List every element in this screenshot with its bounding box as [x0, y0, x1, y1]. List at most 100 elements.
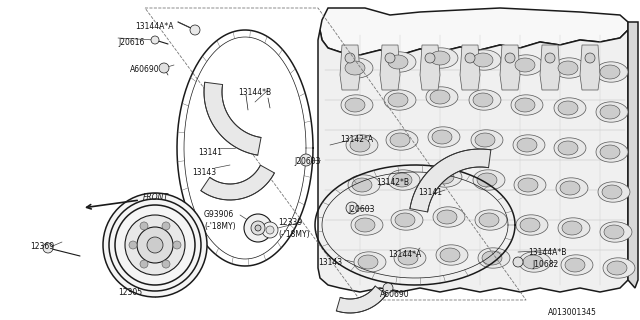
Polygon shape	[558, 61, 578, 75]
Text: J20603: J20603	[294, 157, 321, 166]
Circle shape	[162, 222, 170, 230]
Polygon shape	[475, 133, 495, 147]
Polygon shape	[558, 141, 578, 155]
Text: J20603: J20603	[348, 205, 374, 214]
Polygon shape	[554, 98, 586, 118]
Circle shape	[262, 222, 278, 238]
Text: 13142*A: 13142*A	[340, 135, 373, 144]
Polygon shape	[554, 58, 586, 78]
Polygon shape	[469, 50, 501, 70]
Polygon shape	[428, 127, 460, 147]
Circle shape	[251, 221, 265, 235]
Polygon shape	[336, 286, 387, 313]
Polygon shape	[358, 255, 378, 269]
Polygon shape	[384, 52, 416, 72]
Polygon shape	[518, 178, 538, 192]
Circle shape	[43, 243, 53, 253]
Circle shape	[383, 283, 393, 293]
Polygon shape	[520, 218, 540, 232]
Polygon shape	[433, 207, 465, 227]
Text: 12339: 12339	[278, 218, 302, 227]
Polygon shape	[340, 45, 360, 90]
Polygon shape	[384, 90, 416, 110]
Polygon shape	[515, 98, 535, 112]
Polygon shape	[598, 182, 630, 202]
Circle shape	[255, 225, 261, 231]
Circle shape	[385, 53, 395, 63]
Circle shape	[137, 227, 173, 263]
Polygon shape	[410, 149, 491, 212]
Polygon shape	[482, 251, 502, 265]
Polygon shape	[426, 48, 458, 68]
Circle shape	[513, 257, 523, 267]
Circle shape	[103, 193, 207, 297]
Text: 13143: 13143	[318, 258, 342, 267]
Text: 13144*B: 13144*B	[238, 88, 271, 97]
Polygon shape	[430, 51, 450, 65]
Polygon shape	[420, 45, 440, 90]
Circle shape	[151, 36, 159, 44]
Polygon shape	[562, 221, 582, 235]
Polygon shape	[517, 138, 537, 152]
Polygon shape	[596, 142, 628, 162]
Polygon shape	[473, 53, 493, 67]
Polygon shape	[469, 90, 501, 110]
Polygon shape	[380, 45, 400, 90]
Text: A60690: A60690	[380, 290, 410, 299]
Polygon shape	[388, 93, 408, 107]
Polygon shape	[345, 61, 365, 75]
Text: J10682: J10682	[532, 260, 558, 269]
Polygon shape	[513, 135, 545, 155]
Circle shape	[425, 53, 435, 63]
Circle shape	[109, 199, 201, 291]
Circle shape	[505, 53, 515, 63]
Polygon shape	[355, 218, 375, 232]
Polygon shape	[554, 138, 586, 158]
Polygon shape	[519, 252, 551, 272]
Polygon shape	[354, 252, 386, 272]
Polygon shape	[398, 251, 418, 265]
Text: 13144A*A: 13144A*A	[135, 22, 173, 31]
Text: 12369: 12369	[30, 242, 54, 251]
Circle shape	[266, 226, 274, 234]
Polygon shape	[500, 45, 520, 90]
Circle shape	[147, 237, 163, 253]
Polygon shape	[596, 102, 628, 122]
Polygon shape	[350, 138, 370, 152]
Polygon shape	[602, 185, 622, 199]
Polygon shape	[440, 248, 460, 262]
Polygon shape	[558, 218, 590, 238]
Polygon shape	[477, 173, 497, 187]
Text: FRONT: FRONT	[143, 194, 169, 203]
Polygon shape	[475, 210, 507, 230]
Text: 13141: 13141	[418, 188, 442, 197]
Polygon shape	[436, 245, 468, 265]
Text: 13143: 13143	[192, 168, 216, 177]
Polygon shape	[628, 22, 638, 288]
Polygon shape	[386, 130, 418, 150]
Polygon shape	[604, 225, 624, 239]
Polygon shape	[565, 258, 585, 272]
Text: J20616: J20616	[118, 38, 145, 47]
Polygon shape	[515, 58, 535, 72]
Polygon shape	[388, 170, 420, 190]
Polygon shape	[432, 130, 452, 144]
Circle shape	[115, 205, 195, 285]
Polygon shape	[473, 170, 505, 190]
Text: 13144*A: 13144*A	[388, 250, 421, 259]
Polygon shape	[560, 181, 580, 195]
Polygon shape	[204, 82, 261, 155]
Polygon shape	[430, 90, 450, 104]
Polygon shape	[479, 213, 499, 227]
Circle shape	[545, 53, 555, 63]
Text: A013001345: A013001345	[548, 308, 597, 317]
Polygon shape	[320, 8, 628, 55]
Polygon shape	[426, 87, 458, 107]
Polygon shape	[460, 45, 480, 90]
Text: 13141: 13141	[198, 148, 222, 157]
Circle shape	[345, 53, 355, 63]
Polygon shape	[514, 175, 546, 195]
Polygon shape	[341, 58, 373, 78]
Text: G93906: G93906	[204, 210, 234, 219]
Polygon shape	[600, 222, 632, 242]
